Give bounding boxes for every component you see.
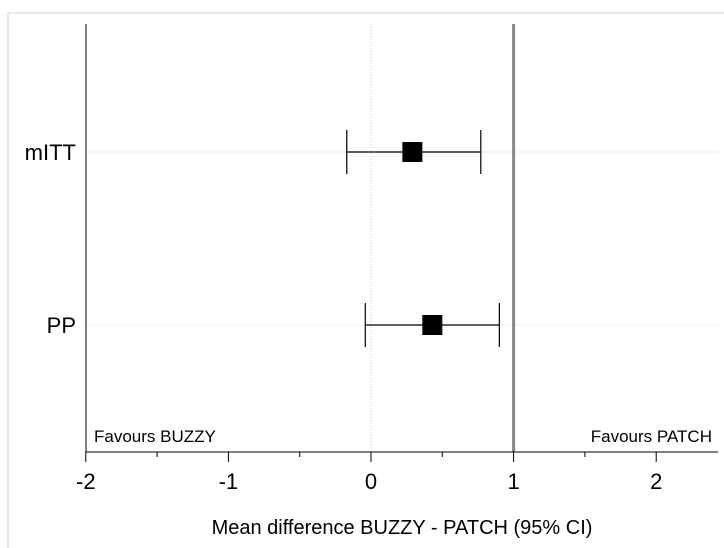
favours-right-label: Favours PATCH	[591, 427, 712, 446]
estimate-row: mITT	[25, 130, 482, 174]
row-gridlines	[86, 151, 718, 326]
x-tick-label: -2	[76, 469, 96, 494]
x-axis-ticks: -2 -1 0 1 2	[76, 452, 662, 494]
estimate-row: PP	[47, 303, 500, 347]
point-estimate-marker	[402, 142, 423, 162]
row-label: PP	[47, 313, 76, 338]
plot-area: -2 -1 0 1 2 mITT PP Favours BUZZY Favours PAT…	[25, 24, 718, 539]
x-tick-label: 1	[507, 469, 519, 494]
x-tick-label: -1	[219, 469, 239, 494]
estimate-rows: mITT PP	[25, 130, 500, 347]
point-estimate-marker	[422, 315, 443, 335]
row-label: mITT	[25, 140, 76, 165]
x-axis-label: Mean difference BUZZY - PATCH (95% CI)	[212, 517, 593, 539]
x-tick-label: 0	[365, 469, 377, 494]
x-tick-label: 2	[650, 469, 662, 494]
favours-left-label: Favours BUZZY	[94, 427, 216, 446]
